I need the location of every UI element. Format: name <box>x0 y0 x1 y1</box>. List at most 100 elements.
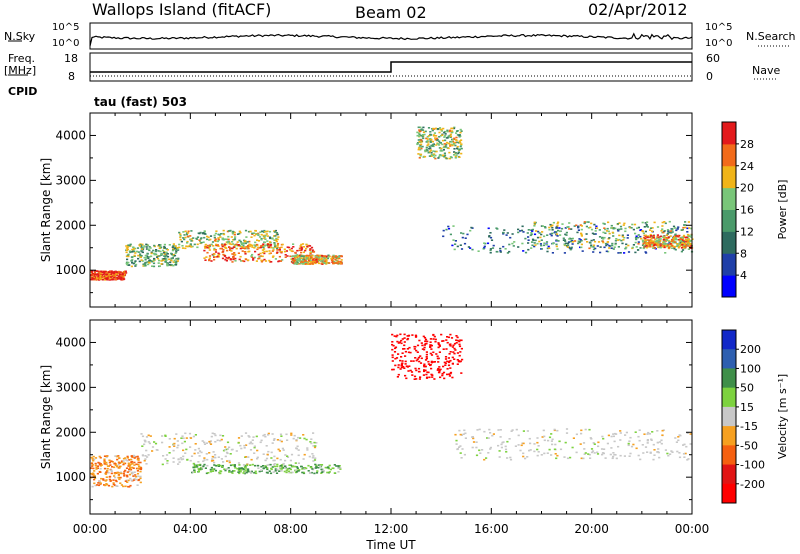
echo-cell <box>436 355 439 358</box>
echo-cell <box>250 472 253 474</box>
echo-cell <box>559 230 562 233</box>
echo-cell <box>637 249 640 251</box>
echo-cell <box>489 232 492 234</box>
echo-cell <box>661 434 664 436</box>
echo-cell <box>337 261 340 263</box>
echo-cell <box>224 469 227 472</box>
echo-cell <box>188 432 192 435</box>
echo-cell <box>603 448 606 450</box>
echo-cell <box>128 466 132 468</box>
echo-cell <box>181 245 184 247</box>
echo-cell <box>337 466 340 469</box>
echo-cell <box>239 255 242 258</box>
echo-cell <box>264 260 268 262</box>
echo-cell <box>220 458 223 460</box>
echo-cell <box>569 240 572 243</box>
echo-cell <box>155 449 158 451</box>
echo-cell <box>432 351 435 354</box>
echo-cell <box>631 246 634 249</box>
echo-cell <box>475 441 478 443</box>
echo-cell <box>565 432 569 434</box>
echo-cell <box>126 263 129 266</box>
nsearch-label: N.Search <box>746 30 796 43</box>
echo-cell <box>418 130 421 133</box>
echo-cell <box>391 360 394 362</box>
echo-cell <box>253 472 256 474</box>
echo-cell <box>644 230 647 233</box>
echo-cell <box>108 278 111 280</box>
echo-cell <box>145 449 148 452</box>
echo-cell <box>103 458 106 461</box>
echo-cell <box>432 143 435 146</box>
echo-cell <box>302 458 305 460</box>
velocity-colorbar-label: Velocity [m s⁻¹] <box>776 374 789 459</box>
echo-cell <box>307 258 310 261</box>
echo-cell <box>438 371 441 374</box>
echo-cell <box>437 357 440 360</box>
echo-cell <box>198 468 201 470</box>
echo-cell <box>231 448 234 451</box>
echo-cell <box>676 234 679 237</box>
echo-cell <box>449 343 452 345</box>
echo-cell <box>267 450 270 453</box>
echo-cell <box>456 245 459 248</box>
echo-cell <box>404 374 407 377</box>
echo-cell <box>200 242 203 244</box>
echo-cell <box>126 455 129 458</box>
echo-cell <box>250 236 253 238</box>
echo-cell <box>103 460 106 462</box>
echo-cell <box>662 236 665 239</box>
freq-tick-top: 18 <box>64 52 78 65</box>
echo-cell <box>107 271 110 274</box>
echo-cell <box>422 131 426 133</box>
echo-cell <box>285 471 288 474</box>
echo-cell <box>456 363 459 365</box>
echo-cell <box>447 142 451 145</box>
echo-cell <box>247 244 250 247</box>
echo-cell <box>154 442 158 445</box>
echo-cell <box>329 468 332 471</box>
echo-cell <box>539 243 542 245</box>
echo-cell <box>338 257 341 260</box>
echo-cell <box>147 434 150 437</box>
echo-cell <box>253 256 256 259</box>
echo-cell <box>646 226 649 228</box>
echo-cell <box>290 250 293 252</box>
echo-cell <box>437 361 440 363</box>
echo-cell <box>409 351 412 354</box>
echo-cell <box>118 457 121 459</box>
echo-cell <box>214 232 217 235</box>
echo-cell <box>172 255 175 257</box>
echo-cell <box>257 246 260 249</box>
echo-cell <box>529 234 532 237</box>
echo-cell <box>199 240 202 242</box>
echo-cell <box>440 333 443 336</box>
echo-cell <box>158 247 161 250</box>
echo-cell <box>428 145 431 148</box>
echo-cell <box>143 443 146 446</box>
echo-cell <box>460 143 463 145</box>
echo-cell <box>439 368 442 371</box>
echo-cell <box>274 246 277 248</box>
echo-cell <box>530 229 533 231</box>
echo-cell <box>172 449 175 452</box>
echo-cell <box>144 458 147 460</box>
echo-cell <box>521 442 524 445</box>
echo-cell <box>662 240 665 243</box>
echo-cell <box>123 274 126 276</box>
echo-cell <box>540 454 543 456</box>
echo-cell <box>458 148 461 151</box>
echo-cell <box>550 454 553 456</box>
echo-cell <box>444 362 447 365</box>
echo-cell <box>653 243 656 246</box>
echo-cell <box>416 358 419 360</box>
echo-cell <box>260 469 263 471</box>
echo-cell <box>687 234 690 237</box>
echo-cell <box>115 485 118 487</box>
echo-cell <box>478 428 481 431</box>
echo-cell <box>451 376 454 379</box>
echo-cell <box>234 260 237 262</box>
echo-cell <box>460 347 463 350</box>
echo-cell <box>91 473 94 476</box>
echo-cell <box>265 233 268 235</box>
